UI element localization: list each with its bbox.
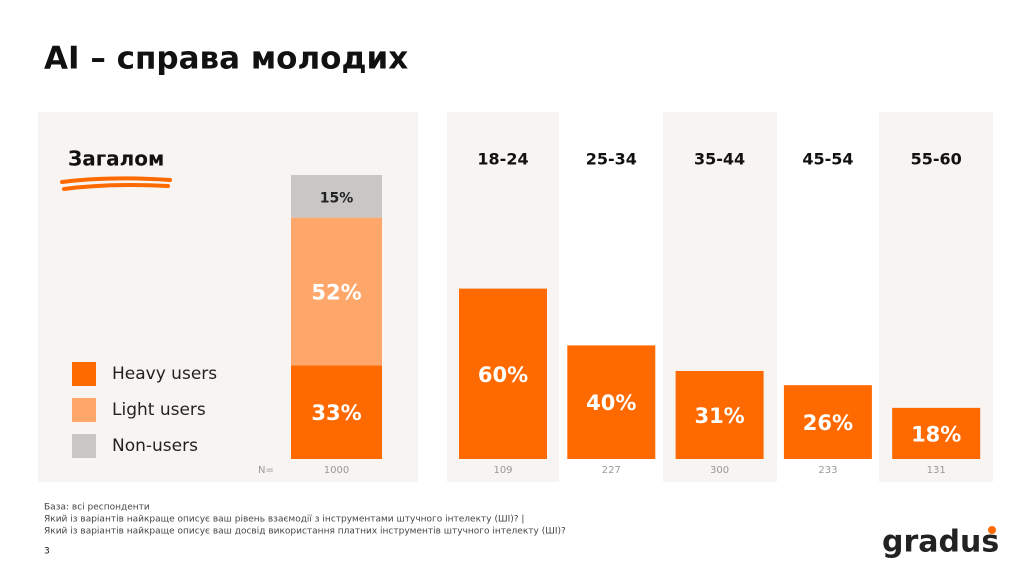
value-label: 40% (586, 391, 636, 415)
bar-segment (291, 217, 382, 366)
category-label: 25-34 (586, 150, 637, 169)
value-label: 33% (311, 401, 361, 425)
n-label: N= (258, 465, 274, 476)
legend-swatch (72, 434, 96, 458)
chart-title: Загалом (68, 147, 164, 171)
legend-label: Non-users (112, 436, 198, 456)
value-label: 18% (911, 422, 961, 446)
legend-label: Light users (112, 400, 206, 420)
legend-label: Heavy users (112, 364, 217, 384)
category-label: 55-60 (911, 150, 962, 169)
logo-dot (988, 526, 996, 534)
n-value: 227 (602, 465, 621, 476)
underline (60, 176, 172, 191)
bar (892, 407, 981, 459)
category-label: 18-24 (477, 150, 528, 169)
n-value: 300 (710, 465, 729, 476)
footnote: База: всі респонденти (44, 503, 150, 513)
logo: gradus (882, 525, 999, 560)
category-label: 45-54 (802, 150, 853, 169)
bar (675, 370, 764, 459)
legend-swatch (72, 398, 96, 422)
bar (783, 385, 872, 459)
bar-segment (291, 365, 382, 459)
footnote: Який із варіантів найкраще описує ваш рі… (44, 515, 524, 525)
slide-title: AI – справа молодих (44, 41, 408, 77)
category-label: 35-44 (694, 150, 745, 169)
n-value: 233 (818, 465, 837, 476)
value-label: 15% (320, 190, 354, 206)
n-value: 109 (493, 465, 512, 476)
n-value: 1000 (324, 465, 349, 476)
value-label: 26% (803, 411, 853, 435)
bar-segment (291, 175, 382, 218)
value-label: 31% (694, 404, 744, 428)
value-label: 52% (311, 280, 361, 304)
value-label: 60% (478, 363, 528, 387)
page-number: 3 (44, 547, 50, 557)
bar (459, 288, 547, 459)
footnote: Який із варіантів найкраще описує ваш до… (44, 527, 566, 537)
legend-swatch (72, 362, 96, 386)
bar (567, 345, 656, 459)
n-value: 131 (927, 465, 946, 476)
